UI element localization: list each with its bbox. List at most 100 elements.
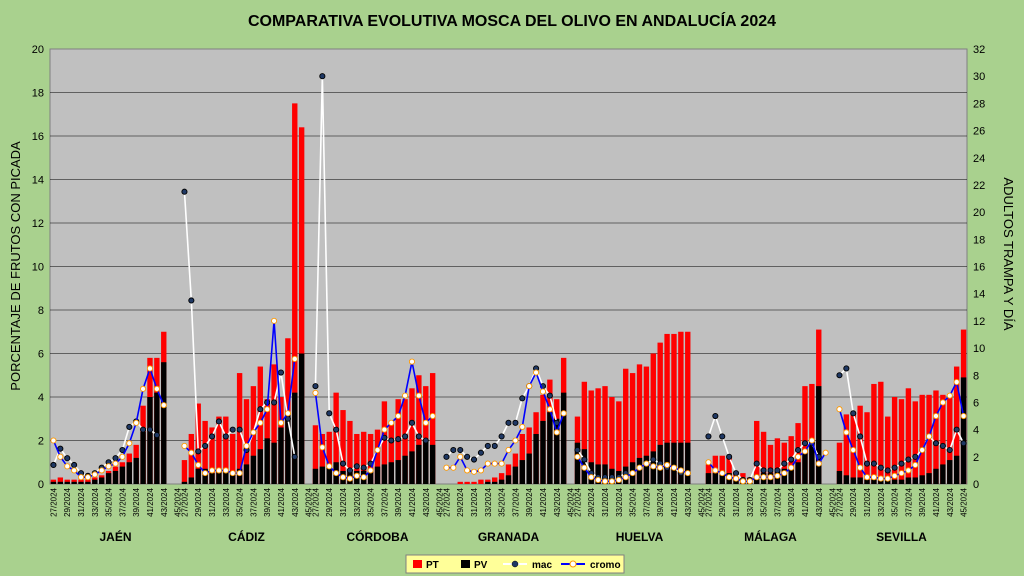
mac-point [712, 412, 719, 420]
bar-pv [264, 438, 270, 484]
y-left-tick-label: 6 [38, 349, 44, 361]
x-tick-label: 41/2024 [801, 487, 810, 516]
bar-pv [105, 473, 112, 484]
y-left-tick-label: 8 [38, 305, 44, 317]
cromo-point [939, 399, 946, 406]
cromo-point [926, 433, 933, 440]
cromo-point [77, 474, 85, 481]
mac-point [457, 446, 464, 454]
x-tick-label: 37/2024 [511, 487, 520, 516]
x-tick-label: 37/2024 [380, 487, 389, 516]
bar-pv [519, 460, 525, 484]
x-tick-label: 31/2024 [339, 487, 348, 516]
x-tick-label: 45/2024 [698, 487, 707, 516]
bar-pt [636, 364, 643, 484]
cromo-point [84, 474, 91, 481]
x-tick-label: 27/2024 [442, 487, 451, 516]
cromo-point [912, 461, 919, 469]
cromo-point [843, 429, 850, 436]
province-label: JAÉN [99, 529, 131, 544]
y-left-tick-label: 16 [32, 131, 44, 143]
bar-pv [50, 481, 57, 484]
cromo-point [905, 467, 912, 474]
province-label: CÓRDOBA [347, 529, 409, 544]
cromo-point [91, 471, 98, 478]
bar-pt [643, 366, 650, 484]
bar-pv [374, 466, 381, 484]
cromo-point [553, 429, 560, 436]
bar-pv [112, 470, 119, 484]
bar-pt [878, 381, 884, 484]
mac-point [126, 423, 133, 430]
cromo-point [781, 470, 788, 477]
mac-point [408, 419, 416, 426]
legend-mac-marker [511, 560, 519, 568]
bar-pv [85, 481, 91, 484]
mac-point [870, 460, 877, 467]
cromo-point [822, 449, 829, 456]
bar-pv [953, 455, 960, 484]
bar-pt [678, 331, 684, 484]
mac-point [450, 446, 457, 454]
bar-pt [361, 431, 367, 484]
bars-layer [50, 103, 967, 485]
bar-pv [554, 418, 560, 484]
cromo-point [381, 426, 388, 433]
cromo-point [505, 446, 512, 454]
bar-pt [354, 433, 360, 484]
bar-pt [471, 481, 477, 484]
mac-point [753, 460, 760, 467]
cromo-point [360, 474, 367, 481]
bar-pv [395, 460, 401, 484]
y-right-tick-label: 30 [973, 71, 985, 83]
bar-pv [816, 386, 822, 484]
bar-pt [898, 399, 905, 484]
x-tick-label: 27/2024 [180, 487, 189, 516]
x-tick-label: 43/2024 [684, 487, 693, 516]
x-tick-label: 37/2024 [904, 487, 913, 516]
y-right-tick-label: 14 [973, 289, 985, 301]
cromo-point [919, 446, 926, 454]
mac-point [271, 399, 278, 406]
cromo-point [774, 472, 781, 479]
bar-pv [271, 442, 277, 484]
bar-pv [960, 377, 967, 484]
x-tick-label: 27/2024 [704, 487, 713, 516]
cromo-point [119, 453, 126, 460]
bar-pt [57, 477, 64, 484]
cromo-point [126, 440, 133, 447]
bar-pt [857, 405, 863, 484]
bar-pv [864, 479, 870, 484]
x-tick-label: 35/2024 [498, 487, 507, 516]
bar-pv [671, 442, 677, 484]
bar-pv [326, 466, 332, 484]
cromo-point [353, 472, 360, 479]
bar-pt [519, 433, 525, 484]
bar-pv [99, 477, 105, 484]
bar-pt [312, 425, 319, 484]
x-tick-label: 29/2024 [456, 487, 465, 516]
cromo-point [484, 460, 491, 467]
bar-pv [416, 444, 422, 484]
bar-pv [423, 440, 429, 484]
mac-point [360, 464, 367, 471]
mac-point [498, 433, 505, 440]
x-tick-label: 35/2024 [105, 487, 114, 516]
bar-pv [409, 451, 415, 484]
x-tick-label: 41/2024 [670, 487, 679, 516]
mac-point [202, 442, 209, 449]
bar-pt [457, 481, 463, 484]
x-tick-label: 43/2024 [553, 487, 562, 516]
bar-pv [947, 460, 953, 484]
cromo-point [181, 442, 188, 449]
bar-pt [381, 401, 388, 484]
x-tick-label: 33/2024 [222, 487, 231, 516]
cromo-point [581, 464, 588, 471]
mac-point [464, 453, 471, 460]
cromo-point [753, 474, 760, 481]
y-right-tick-label: 22 [973, 180, 985, 192]
legend: PT PV mac cromo [405, 554, 625, 574]
province-label: MÁLAGA [744, 529, 797, 544]
cromo-point [712, 467, 719, 474]
cromo-point [539, 388, 547, 395]
